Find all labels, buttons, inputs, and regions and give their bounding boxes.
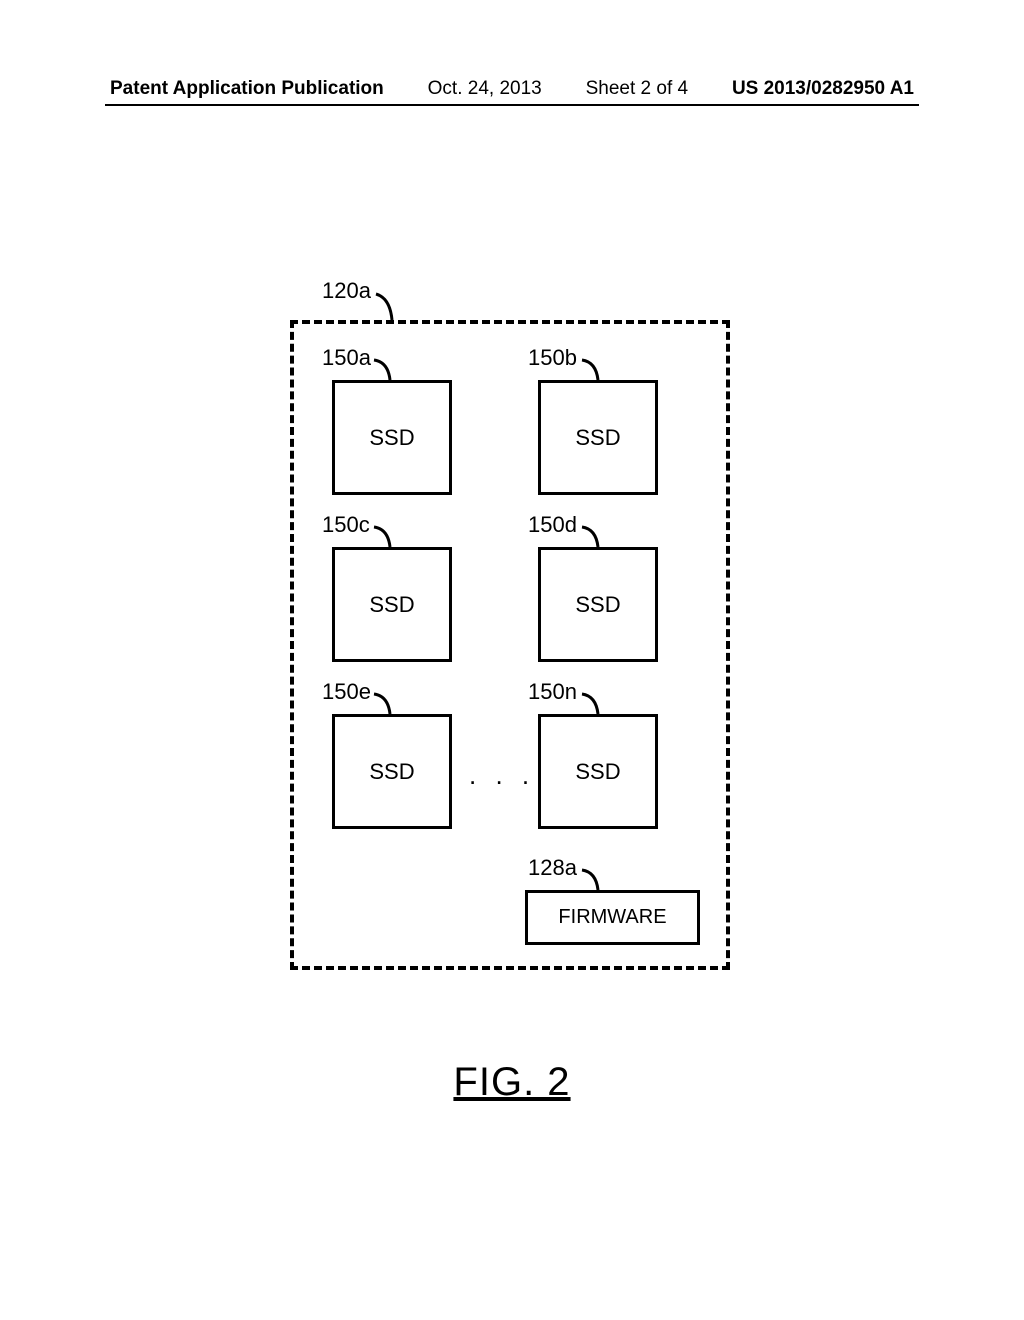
header-pubno: US 2013/0282950 A1 <box>732 78 914 100</box>
header-publication: Patent Application Publication <box>110 78 384 100</box>
header-sheet: Sheet 2 of 4 <box>586 78 688 100</box>
ref-150n: 150n <box>528 679 577 705</box>
ssd-box-c: SSD <box>332 547 452 662</box>
firmware-box: FIRMWARE <box>525 890 700 945</box>
ref-150b: 150b <box>528 345 577 371</box>
ssd-box-e: SSD <box>332 714 452 829</box>
ellipsis: . . . <box>469 760 535 791</box>
figure-caption: FIG. 2 <box>0 1060 1024 1105</box>
ssd-box-b: SSD <box>538 380 658 495</box>
header-date: Oct. 24, 2013 <box>428 78 542 100</box>
ssd-text-a: SSD <box>369 425 414 451</box>
ref-150a: 150a <box>322 345 371 371</box>
ref-120a: 120a <box>322 278 371 304</box>
ssd-text-b: SSD <box>575 425 620 451</box>
diagram: 120a 150a SSD 150b SSD 150c SSD 150d <box>260 280 740 1000</box>
ssd-text-e: SSD <box>369 759 414 785</box>
ssd-box-d: SSD <box>538 547 658 662</box>
ssd-text-n: SSD <box>575 759 620 785</box>
ssd-text-d: SSD <box>575 592 620 618</box>
ref-150e: 150e <box>322 679 371 705</box>
ref-150c: 150c <box>322 512 370 538</box>
firmware-text: FIRMWARE <box>558 906 666 929</box>
ref-128a: 128a <box>528 855 577 881</box>
ref-150d: 150d <box>528 512 577 538</box>
ssd-box-a: SSD <box>332 380 452 495</box>
ssd-text-c: SSD <box>369 592 414 618</box>
header-rule <box>105 104 919 106</box>
ssd-box-n: SSD <box>538 714 658 829</box>
